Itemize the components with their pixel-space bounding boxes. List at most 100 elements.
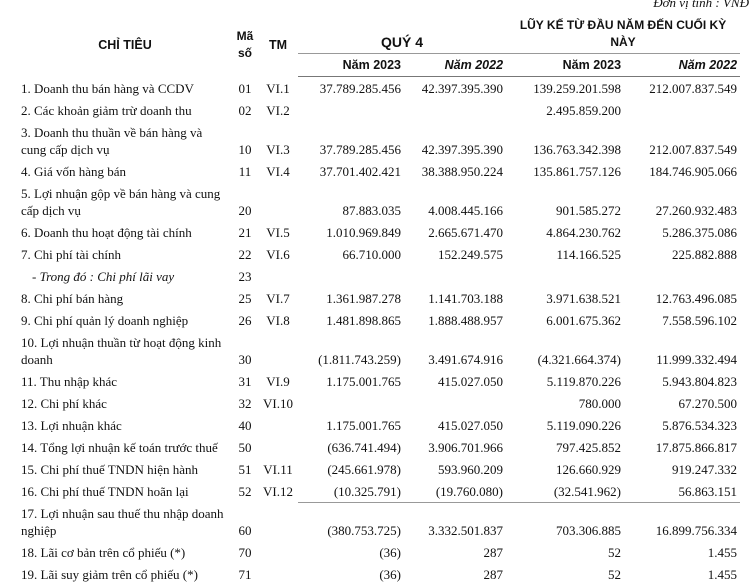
cumulative-2022-cell: 16.899.756.334: [624, 502, 741, 542]
cumulative-2022-cell: 67.270.500: [678, 395, 738, 411]
table-row: 4. Giá vốn hàng bán 11 VI.4 37.701.402.421 3…: [18, 160, 740, 182]
cumulative-2023-cell: 4.864.230.762: [546, 224, 622, 240]
indicator-cell: - Trong đó : Chi phí lãi vay: [32, 268, 175, 284]
header-row: CHỈ TIÊU Mã số TM QUÝ 4 LŨY KẾ TỪ ĐẦU NĂ…: [18, 14, 741, 60]
code-cell: 71: [238, 567, 252, 582]
indicator-cell: 3. Doanh thu thuần về bán hàng và cung c…: [21, 124, 203, 157]
cumulative-2022-cell: 12.763.496.085: [655, 290, 738, 306]
quarter-2022-cell: [404, 392, 506, 414]
note-cell: [258, 331, 298, 370]
table-row: 17. Lợi nhuận sau thuế thu nhập doanh ng…: [18, 502, 741, 542]
indicator-cell: 7. Chi phí tài chính: [21, 246, 122, 262]
cumulative-2022-cell: 56.863.151: [678, 483, 738, 499]
note-cell: VI.11: [263, 461, 293, 477]
cumulative-2023-cell: 5.119.090.226: [546, 417, 622, 433]
header-year: Năm 2023: [506, 53, 625, 77]
table-row: 5. Lợi nhuận gộp về bán hàng và cung cấp…: [18, 182, 740, 221]
cumulative-2023-cell: (32.541.962): [553, 483, 622, 499]
note-cell: VI.10: [263, 395, 293, 411]
table-row: 7. Chi phí tài chính 22 VI.6 66.710.000 152.…: [18, 243, 740, 265]
quarter-2023-cell: (1.811.743.259): [318, 351, 401, 367]
quarter-2023-cell: [298, 99, 404, 121]
code-cell: 32: [238, 395, 252, 411]
table-row: 6. Doanh thu hoạt động tài chính 21 VI.5 1.…: [18, 221, 740, 243]
cumulative-2022-cell: 212.007.837.549: [649, 80, 738, 96]
header-note: TM: [268, 37, 288, 52]
header-code: Mã số: [236, 29, 254, 61]
table-row: 2. Các khoản giảm trừ doanh thu 02 VI.2 2.4…: [18, 99, 740, 121]
cumulative-2023-cell: 2.495.859.200: [546, 102, 622, 118]
code-cell: 22: [238, 246, 252, 262]
quarter-2022-cell: [404, 99, 506, 121]
income-table: CHỈ TIÊU Mã số TM QUÝ 4 LŨY KẾ TỪ ĐẦU NĂ…: [18, 14, 741, 586]
quarter-2023-cell: (10.325.791): [333, 483, 401, 499]
quarter-2022-cell: 2.665.671.470: [428, 224, 504, 240]
quarter-2023-cell: 1.175.001.765: [326, 373, 401, 389]
note-cell: VI.7: [266, 290, 290, 306]
indicator-cell: 12. Chi phí khác: [21, 395, 107, 411]
quarter-2022-cell: [404, 265, 506, 287]
code-cell: 26: [238, 312, 252, 328]
header-indicator: CHỈ TIÊU: [98, 37, 152, 52]
indicator-cell: 11. Thu nhập khác: [21, 373, 118, 389]
quarter-2022-cell: 42.397.395.390: [421, 80, 504, 96]
code-cell: 40: [238, 417, 252, 433]
code-cell: 50: [238, 439, 252, 455]
quarter-2022-cell: 287: [483, 567, 504, 582]
cumulative-2023-cell: 135.861.757.126: [533, 163, 622, 179]
header-year: Năm 2022: [624, 53, 741, 77]
table-row: 16. Chi phí thuế TNDN hoãn lại 52 VI.12 (10…: [18, 480, 740, 503]
cumulative-2023-cell: 901.585.272: [556, 202, 622, 218]
quarter-2022-cell: 3.491.674.916: [428, 351, 504, 367]
quarter-2023-cell: (36): [379, 567, 401, 582]
note-cell: VI.1: [266, 80, 290, 96]
code-cell: 11: [238, 163, 252, 179]
quarter-2022-cell: 42.397.395.390: [421, 141, 504, 157]
cumulative-2022-cell: 5.876.534.323: [662, 417, 738, 433]
cumulative-2022-cell: [624, 99, 740, 121]
quarter-2023-cell: [298, 265, 404, 287]
cumulative-2022-cell: 27.260.932.483: [655, 202, 738, 218]
code-cell: 20: [238, 202, 252, 218]
code-cell: 23: [238, 268, 252, 284]
cumulative-2022-cell: 7.558.596.102: [662, 312, 738, 328]
cumulative-2023-cell: 797.425.852: [556, 439, 622, 455]
indicator-cell: 8. Chi phí bán hàng: [21, 290, 124, 306]
quarter-2022-cell: 38.388.950.224: [421, 163, 504, 179]
quarter-2022-cell: 3.906.701.966: [428, 439, 504, 455]
table-row: 14. Tổng lợi nhuận kế toán trước thuế 50 (…: [18, 436, 740, 458]
cumulative-2022-cell: 1.455: [707, 567, 738, 582]
cumulative-2023-cell: 136.763.342.398: [533, 141, 622, 157]
quarter-2023-cell: [298, 392, 404, 414]
table-row: 8. Chi phí bán hàng 25 VI.7 1.361.987.278 1.…: [18, 287, 740, 309]
note-cell: VI.2: [266, 102, 290, 118]
table-header: CHỈ TIÊU Mã số TM QUÝ 4 LŨY KẾ TỪ ĐẦU NĂ…: [18, 14, 741, 77]
quarter-2023-cell: (380.753.725): [298, 502, 404, 542]
indicator-cell: 18. Lãi cơ bản trên cổ phiếu (*): [21, 545, 186, 560]
code-cell: 31: [238, 373, 252, 389]
table-row: 15. Chi phí thuế TNDN hiện hành 51 VI.11 (2…: [18, 458, 740, 480]
cumulative-2023-cell: 5.119.870.226: [546, 373, 622, 389]
indicator-cell: 5. Lợi nhuận gộp về bán hàng và cung cấp…: [21, 185, 221, 218]
indicator-cell: 6. Doanh thu hoạt động tài chính: [21, 224, 192, 240]
table-row: 1. Doanh thu bán hàng và CCDV 01 VI.1 37.78…: [18, 77, 740, 100]
note-cell: [258, 265, 298, 287]
table-row: 10. Lợi nhuận thuần từ hoạt động kinh do…: [18, 331, 740, 370]
cumulative-2023-cell: 6.001.675.362: [546, 312, 622, 328]
table-row: 3. Doanh thu thuần về bán hàng và cung c…: [18, 121, 740, 160]
header-row: Năm 2023 Năm 2022 Năm 2023 Năm 2022: [18, 53, 741, 77]
quarter-2022-cell: 3.332.501.837: [404, 502, 507, 542]
cumulative-2022-cell: 11.999.332.494: [656, 351, 738, 367]
note-cell: [258, 503, 298, 542]
cumulative-2022-cell: 212.007.837.549: [649, 141, 738, 157]
note-cell: VI.5: [266, 224, 290, 240]
quarter-2022-cell: 1.888.488.957: [428, 312, 504, 328]
table-row: - Trong đó : Chi phí lãi vay 23: [18, 265, 740, 287]
cumulative-2023-cell: 780.000: [578, 395, 622, 411]
indicator-cell: 10. Lợi nhuận thuần từ hoạt động kinh do…: [21, 334, 222, 367]
note-cell: VI.8: [266, 312, 290, 328]
table-row: 19. Lãi suy giảm trên cổ phiếu (*) 71 (36)…: [18, 564, 740, 586]
table-row: 13. Lợi nhuận khác 40 1.175.001.765 415.027…: [18, 414, 740, 436]
note-cell: [258, 542, 298, 564]
